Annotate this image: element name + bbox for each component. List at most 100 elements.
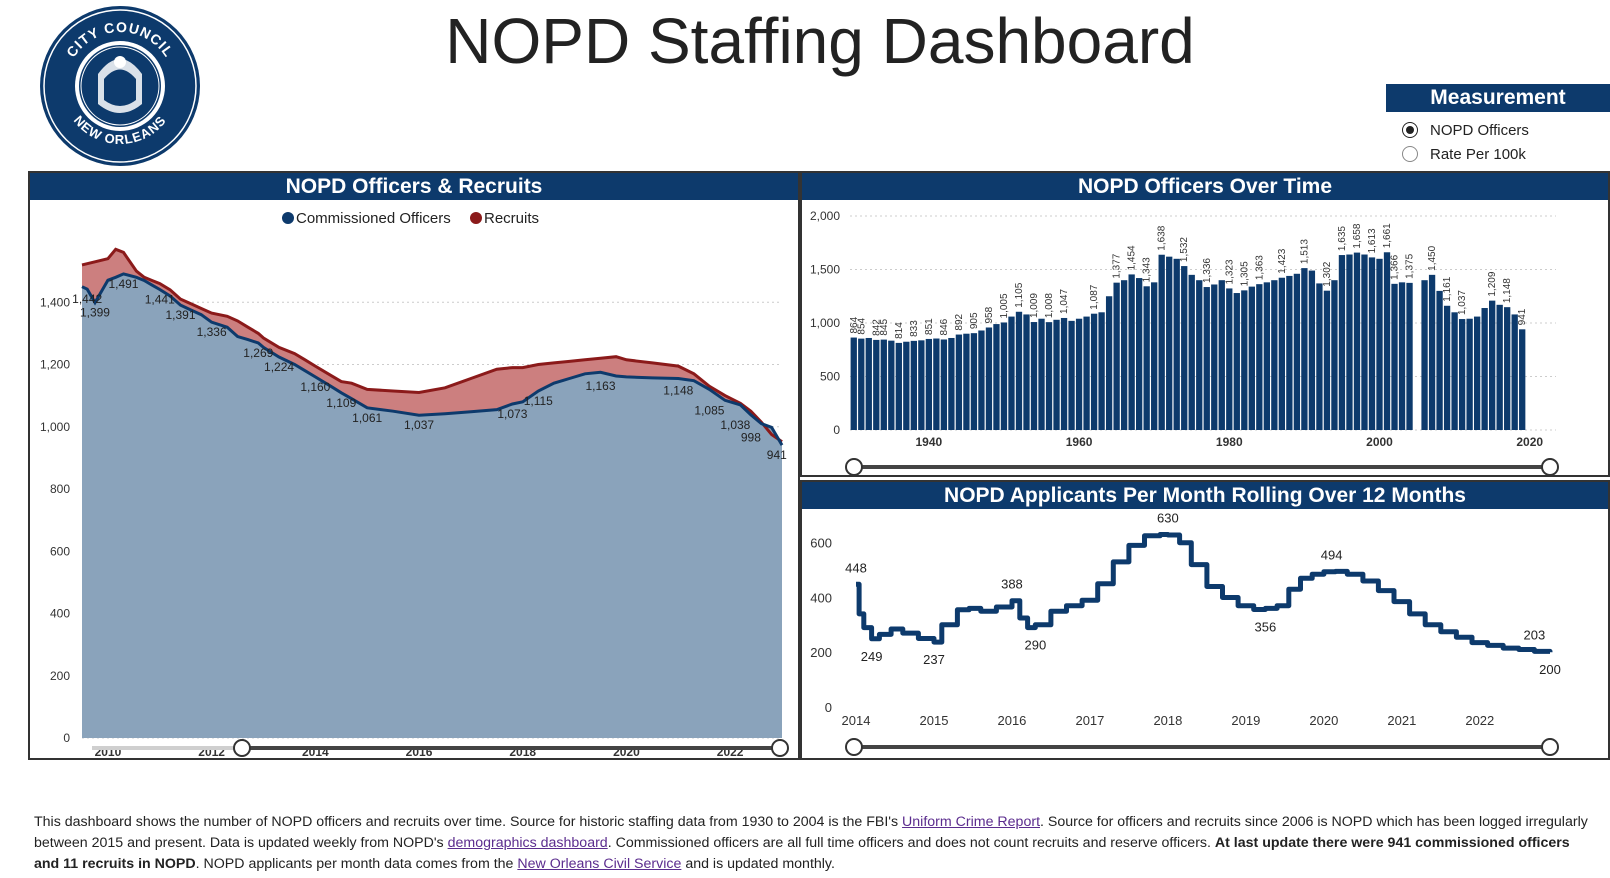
y-tick-label: 0: [833, 423, 840, 437]
data-label: 1,224: [264, 360, 294, 374]
bar: [1188, 274, 1195, 430]
bar: [1098, 312, 1105, 430]
bar: [993, 324, 1000, 430]
data-label: 630: [1157, 510, 1179, 525]
bar: [1008, 316, 1015, 430]
y-tick-label: 600: [810, 536, 832, 551]
y-tick-label: 400: [50, 607, 70, 621]
applicants-chart: 0 200 400 600 2014 2015 2016 2017 2018 2019 2020 20…: [810, 510, 1561, 756]
data-label: 448: [845, 560, 867, 575]
x-tick-label: 2019: [1231, 713, 1260, 728]
bar: [1489, 300, 1496, 430]
bar: [1233, 293, 1240, 430]
data-label: 1,491: [108, 277, 138, 291]
data-label: 388: [1001, 577, 1023, 592]
demographics-dashboard-link[interactable]: demographics dashboard: [447, 835, 608, 851]
bar-label: 1,613: [1367, 228, 1378, 253]
bar-label: 1,635: [1337, 226, 1348, 251]
option-nopd-officers[interactable]: NOPD Officers: [1402, 118, 1610, 142]
bar: [1361, 254, 1368, 430]
bar: [1241, 290, 1248, 430]
bar: [1173, 258, 1180, 430]
x-tick-label: 2020: [1516, 435, 1543, 449]
bar: [1496, 304, 1503, 430]
legend-officers-label: Commissioned Officers: [296, 210, 451, 227]
bar: [1120, 280, 1128, 430]
bar: [1218, 280, 1225, 430]
x-tick-label: 2018: [1153, 713, 1182, 728]
bar: [1421, 280, 1428, 430]
officers-over-time-panel: NOPD Officers Over Time 0 500 1,000 1,500 2,…: [800, 171, 1610, 477]
slider-start-handle[interactable]: [845, 738, 863, 756]
bar: [888, 340, 895, 430]
data-label: 1,441: [145, 292, 175, 306]
bar-label: 1,209: [1487, 271, 1498, 296]
x-tick-label: 2017: [1075, 713, 1104, 728]
bar: [865, 337, 872, 430]
bar: [1263, 282, 1270, 430]
officers-over-time-title: NOPD Officers Over Time: [802, 173, 1608, 200]
bar: [970, 333, 978, 430]
data-label: 1,061: [352, 411, 382, 425]
bar: [1286, 275, 1293, 430]
y-tick-label: 400: [810, 590, 832, 605]
bar: [1368, 257, 1376, 430]
bar: [1105, 296, 1113, 430]
bar: [1398, 282, 1406, 430]
recruits-area: [82, 249, 782, 446]
slider-end-handle[interactable]: [771, 739, 789, 757]
y-tick-label: 800: [50, 482, 70, 496]
y-tick-label: 0: [63, 731, 70, 745]
x-tick-label: 2000: [1366, 435, 1393, 449]
bar: [1053, 319, 1060, 430]
slider-start-handle[interactable]: [845, 458, 863, 475]
bar-label: 833: [909, 320, 920, 337]
bar-label: 864: [849, 316, 860, 333]
bar: [1060, 317, 1068, 430]
slider-end-handle[interactable]: [1541, 738, 1559, 756]
bar: [1323, 290, 1331, 430]
data-label: 998: [741, 430, 761, 444]
bar-label: 1,005: [999, 293, 1010, 318]
bar-label: 941: [1517, 308, 1528, 325]
data-label: 1,269: [243, 346, 273, 360]
bar: [1136, 278, 1143, 430]
y-tick-label: 200: [50, 669, 70, 683]
bar-label: 854: [856, 317, 867, 334]
data-label: 941: [767, 448, 787, 462]
bar-label: 1,305: [1239, 261, 1250, 286]
data-label: 203: [1524, 627, 1546, 642]
bar: [1346, 254, 1353, 430]
option-label: NOPD Officers: [1430, 121, 1529, 139]
data-label: 494: [1321, 548, 1343, 563]
y-tick-label: 1,400: [40, 295, 70, 309]
bar: [1196, 280, 1203, 430]
bar-label: 1,661: [1382, 223, 1393, 248]
bar-label: 1,009: [1029, 293, 1040, 318]
uniform-crime-report-link[interactable]: Uniform Crime Report: [902, 814, 1041, 830]
bar: [1458, 319, 1466, 430]
option-rate-per-100k[interactable]: Rate Per 100k: [1402, 142, 1610, 166]
x-tick-label: 2016: [997, 713, 1026, 728]
bar: [1128, 274, 1135, 430]
y-tick-label: 200: [810, 645, 832, 660]
data-label: 1,160: [300, 380, 330, 394]
bar: [858, 338, 865, 430]
x-tick-label: 1940: [916, 435, 943, 449]
officers-area: [82, 273, 782, 738]
legend-officers-icon: [282, 212, 294, 224]
bar-label: 1,105: [1014, 282, 1025, 307]
radio-selected-icon[interactable]: [1402, 122, 1418, 138]
bar-label: 1,343: [1142, 257, 1153, 282]
y-tick-label: 1,200: [40, 358, 70, 372]
bar: [1271, 280, 1278, 430]
bar: [1481, 308, 1488, 430]
slider-start-handle[interactable]: [233, 739, 251, 757]
bar: [1203, 287, 1210, 430]
slider-end-handle[interactable]: [1541, 458, 1559, 475]
footer-text: . Commissioned officers are all full tim…: [607, 835, 1215, 851]
civil-service-link[interactable]: New Orleans Civil Service: [517, 856, 682, 872]
bar-label: 845: [879, 318, 890, 335]
radio-unselected-icon[interactable]: [1402, 146, 1418, 162]
bar: [1338, 255, 1346, 430]
